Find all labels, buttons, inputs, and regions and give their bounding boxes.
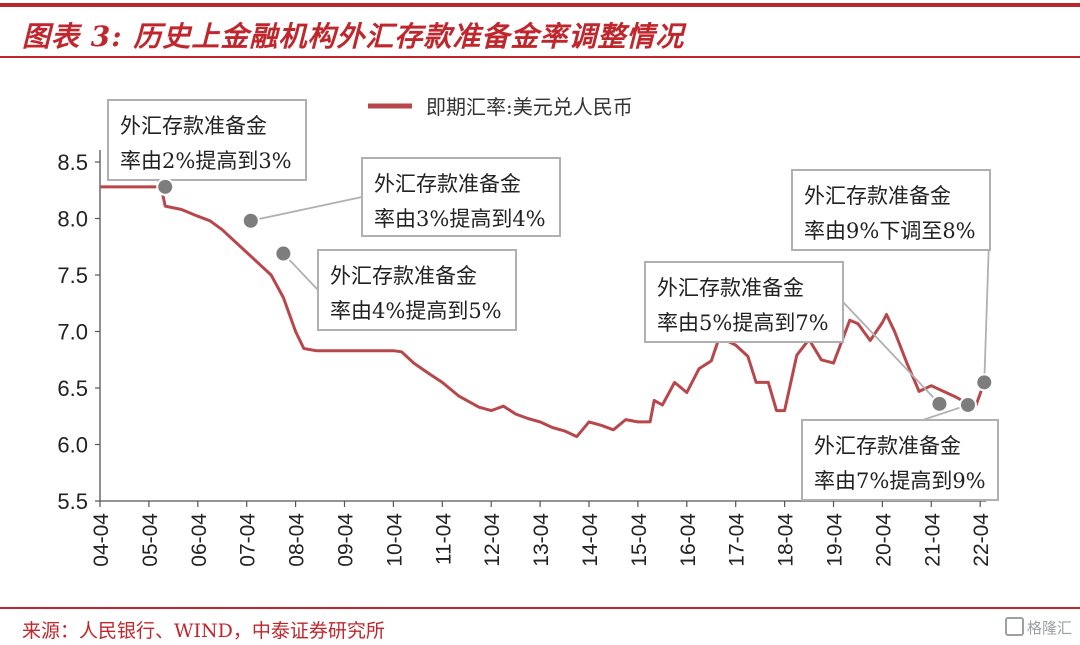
annotation-leader-3 bbox=[842, 301, 941, 405]
annotation-line1-3: 外汇存款准备金 bbox=[657, 276, 804, 300]
annotation-line2-4: 率由7%提高到9% bbox=[814, 469, 986, 493]
x-tick-label-22-04: 22-04 bbox=[970, 513, 993, 567]
annotation-dot-5 bbox=[975, 373, 994, 392]
annotation-dot-0 bbox=[156, 177, 175, 196]
x-tick-label-15-04: 15-04 bbox=[628, 513, 651, 567]
annotation-line1-0: 外汇存款准备金 bbox=[120, 114, 267, 138]
watermark-logo-icon bbox=[1004, 617, 1024, 636]
y-tick-label-8.5: 8.5 bbox=[57, 150, 88, 175]
legend: 即期汇率:美元兑人民币 bbox=[368, 95, 633, 119]
annotation-dot-1 bbox=[241, 211, 260, 230]
title-rule bbox=[0, 56, 1080, 58]
annotation-dot-2 bbox=[274, 244, 293, 263]
legend-label: 即期汇率:美元兑人民币 bbox=[426, 95, 633, 119]
annotation-line1-2: 外汇存款准备金 bbox=[330, 264, 477, 288]
watermark-text: 格隆汇 bbox=[1026, 619, 1072, 637]
x-tick-label-21-04: 21-04 bbox=[921, 513, 944, 567]
y-tick-label-5.5: 5.5 bbox=[57, 489, 88, 514]
x-tick-label-07-04: 07-04 bbox=[237, 513, 260, 567]
annotation-line1-5: 外汇存款准备金 bbox=[804, 184, 951, 208]
x-tick-label-16-04: 16-04 bbox=[677, 513, 700, 567]
annotation-box-0 bbox=[107, 99, 307, 181]
annotation-line1-1: 外汇存款准备金 bbox=[374, 172, 521, 196]
x-tick-label-20-04: 20-04 bbox=[872, 513, 895, 567]
y-tick-label-7.5: 7.5 bbox=[57, 263, 88, 288]
series-group bbox=[100, 185, 986, 439]
annotation-box-2 bbox=[317, 249, 517, 331]
x-tick-label-14-04: 14-04 bbox=[579, 513, 602, 567]
watermark: 格隆汇 bbox=[1004, 617, 1072, 638]
x-tick-label-12-04: 12-04 bbox=[481, 513, 504, 567]
x-tick-label-05-04: 05-04 bbox=[139, 513, 162, 567]
annotation-leader-1 bbox=[250, 196, 363, 222]
y-tick-label-6.0: 6.0 bbox=[57, 433, 88, 458]
annotation-line2-3: 率由5%提高到7% bbox=[657, 311, 829, 335]
y-axis-labels: 5.5 6.0 6.5 7.0 7.5 8.0 8.5 bbox=[57, 150, 88, 514]
x-tick-label-06-04: 06-04 bbox=[188, 513, 211, 567]
series-line-0 bbox=[100, 185, 986, 439]
annotation-line2-0: 率由2%提高到3% bbox=[120, 149, 292, 173]
x-tick-label-10-04: 10-04 bbox=[383, 513, 406, 567]
y-tick-label-8.0: 8.0 bbox=[57, 207, 88, 232]
y-tick-label-7.0: 7.0 bbox=[57, 320, 88, 345]
footer-rule bbox=[0, 607, 1080, 609]
annotation-line1-4: 外汇存款准备金 bbox=[814, 434, 961, 458]
annotation-dot-4 bbox=[958, 395, 977, 414]
line-chart: 5.5 6.0 6.5 7.0 7.5 8.0 8.5 04-04 05-04 06-04 07-… bbox=[57, 95, 999, 567]
annotation-line2-2: 率由4%提高到5% bbox=[330, 299, 502, 323]
chart-title: 图表 3: 历史上金融机构外汇存款准备金率调整情况 bbox=[22, 20, 685, 53]
annotation-box-1 bbox=[361, 157, 561, 237]
annotation-box-3 bbox=[644, 261, 844, 343]
annotation-box-5 bbox=[791, 169, 991, 251]
y-tick-label-6.5: 6.5 bbox=[57, 376, 88, 401]
annotation-line2-1: 率由3%提高到4% bbox=[374, 207, 546, 231]
x-tick-label-08-04: 08-04 bbox=[286, 513, 309, 567]
x-tick-label-13-04: 13-04 bbox=[530, 513, 553, 567]
annotation-dot-3 bbox=[930, 394, 949, 413]
x-tick-label-18-04: 18-04 bbox=[775, 513, 798, 567]
source-note: 来源：人民银行、WIND，中泰证券研究所 bbox=[22, 620, 385, 642]
x-tick-label-11-04: 11-04 bbox=[432, 513, 455, 565]
annotation-box-4 bbox=[801, 419, 999, 501]
annotation-line2-5: 率由9%下调至8% bbox=[804, 219, 976, 243]
x-tick-label-19-04: 19-04 bbox=[824, 513, 847, 567]
x-tick-label-04-04: 04-04 bbox=[90, 513, 113, 567]
annotations: 外汇存款准备金率由2%提高到3%外汇存款准备金率由3%提高到4%外汇存款准备金率… bbox=[107, 99, 999, 501]
top-accent-rule bbox=[0, 3, 1080, 7]
x-tick-label-17-04: 17-04 bbox=[726, 513, 749, 567]
x-tick-label-09-04: 09-04 bbox=[335, 513, 358, 567]
x-axis-labels: 04-04 05-04 06-04 07-04 08-04 09-04 10-04 11-04… bbox=[90, 513, 993, 567]
